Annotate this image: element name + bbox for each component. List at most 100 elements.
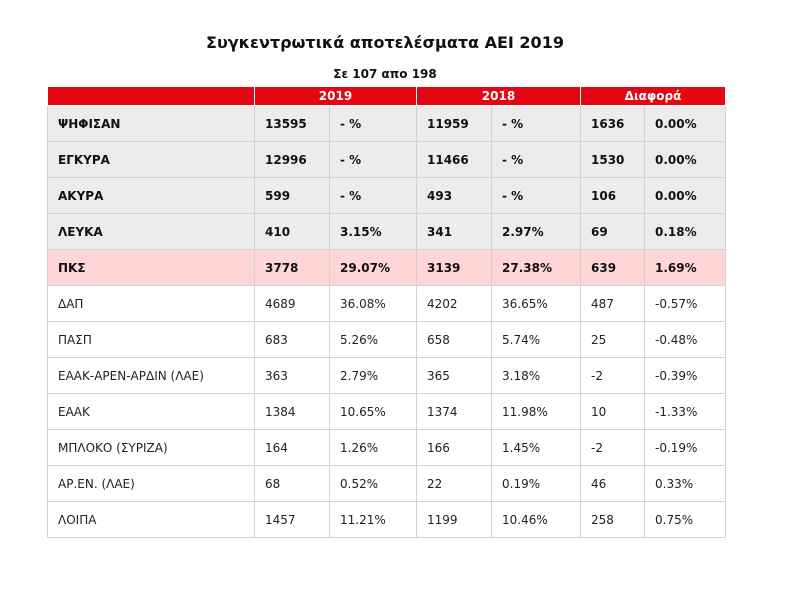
- percent-difference: 0.18%: [643, 213, 727, 250]
- row-label: ΛΟΙΠΑ: [47, 501, 255, 538]
- votes-2019: 164: [254, 429, 330, 466]
- votes-difference: 258: [580, 501, 645, 538]
- table-row-invalid: ΑΚΥΡΑ 599 - % 493 - % 106 0.00%: [47, 177, 727, 214]
- votes-2019: 410: [254, 213, 330, 250]
- table-row-voted: ΨΗΦΙΣΑΝ 13595 - % 11959 - % 1636 0.00%: [47, 105, 727, 142]
- percent-difference: 0.75%: [643, 501, 727, 538]
- votes-2019: 4689: [254, 285, 330, 322]
- results-table: 2019 2018 Διαφορά ΨΗΦΙΣΑΝ 13595 - % 1195…: [47, 86, 727, 538]
- votes-difference: 106: [580, 177, 645, 214]
- votes-difference: 1636: [580, 105, 645, 142]
- votes-2018: 166: [416, 429, 492, 466]
- row-label: ΛΕΥΚΑ: [47, 213, 255, 250]
- percent-2019: 29.07%: [329, 249, 417, 286]
- percent-2018: 36.65%: [491, 285, 581, 322]
- votes-difference: 487: [580, 285, 645, 322]
- percent-difference: 0.33%: [643, 465, 727, 502]
- table-row: ΔΑΠ 4689 36.08% 4202 36.65% 487 -0.57%: [47, 285, 727, 322]
- percent-difference: 0.00%: [643, 177, 727, 214]
- votes-2018: 11959: [416, 105, 492, 142]
- row-label: ΜΠΛΟΚΟ (ΣΥΡΙΖΑ): [47, 429, 255, 466]
- table-row-valid: ΕΓΚΥΡΑ 12996 - % 11466 - % 1530 0.00%: [47, 141, 727, 178]
- percent-2019: 2.79%: [329, 357, 417, 394]
- table-row: ΛΟΙΠΑ 1457 11.21% 1199 10.46% 258 0.75%: [47, 501, 727, 538]
- votes-2018: 22: [416, 465, 492, 502]
- percent-2019: 10.65%: [329, 393, 417, 430]
- row-label: ΕΑΑΚ: [47, 393, 255, 430]
- percent-2019: 36.08%: [329, 285, 417, 322]
- votes-2018: 658: [416, 321, 492, 358]
- votes-2018: 11466: [416, 141, 492, 178]
- votes-2018: 365: [416, 357, 492, 394]
- header-2019: 2019: [254, 86, 417, 106]
- percent-difference: 0.00%: [643, 141, 727, 178]
- page-title: Συγκεντρωτικά αποτελέσματα ΑΕΙ 2019: [206, 33, 564, 52]
- votes-2019: 12996: [254, 141, 330, 178]
- votes-2019: 3778: [254, 249, 330, 286]
- percent-difference: -1.33%: [643, 393, 727, 430]
- votes-difference: 25: [580, 321, 645, 358]
- table-header-row: 2019 2018 Διαφορά: [47, 86, 727, 106]
- votes-difference: 46: [580, 465, 645, 502]
- votes-difference: 639: [580, 249, 645, 286]
- table-row: ΜΠΛΟΚΟ (ΣΥΡΙΖΑ) 164 1.26% 166 1.45% -2 -…: [47, 429, 727, 466]
- votes-2019: 1384: [254, 393, 330, 430]
- percent-2018: 0.19%: [491, 465, 581, 502]
- votes-2018: 341: [416, 213, 492, 250]
- percent-2018: - %: [491, 105, 581, 142]
- votes-2019: 599: [254, 177, 330, 214]
- percent-2019: 3.15%: [329, 213, 417, 250]
- percent-2018: 11.98%: [491, 393, 581, 430]
- votes-2019: 68: [254, 465, 330, 502]
- votes-2019: 363: [254, 357, 330, 394]
- percent-2018: 2.97%: [491, 213, 581, 250]
- row-label: ΨΗΦΙΣΑΝ: [47, 105, 255, 142]
- votes-difference: 1530: [580, 141, 645, 178]
- votes-difference: -2: [580, 357, 645, 394]
- percent-2019: 5.26%: [329, 321, 417, 358]
- table-row-highlighted: ΠΚΣ 3778 29.07% 3139 27.38% 639 1.69%: [47, 249, 727, 286]
- table-row: ΠΑΣΠ 683 5.26% 658 5.74% 25 -0.48%: [47, 321, 727, 358]
- row-label: ΠΚΣ: [47, 249, 255, 286]
- table-row: ΕΑΑΚ-ΑΡΕΝ-ΑΡΔΙΝ (ΛΑΕ) 363 2.79% 365 3.18…: [47, 357, 727, 394]
- table-row-blank: ΛΕΥΚΑ 410 3.15% 341 2.97% 69 0.18%: [47, 213, 727, 250]
- percent-difference: -0.39%: [643, 357, 727, 394]
- percent-2019: 0.52%: [329, 465, 417, 502]
- row-label: ΑΚΥΡΑ: [47, 177, 255, 214]
- votes-difference: 69: [580, 213, 645, 250]
- percent-difference: -0.19%: [643, 429, 727, 466]
- votes-2018: 493: [416, 177, 492, 214]
- percent-difference: -0.57%: [643, 285, 727, 322]
- percent-2018: 3.18%: [491, 357, 581, 394]
- percent-difference: 1.69%: [643, 249, 727, 286]
- percent-2018: 5.74%: [491, 321, 581, 358]
- row-label: ΠΑΣΠ: [47, 321, 255, 358]
- percent-2018: 27.38%: [491, 249, 581, 286]
- percent-2019: 11.21%: [329, 501, 417, 538]
- table-row: ΕΑΑΚ 1384 10.65% 1374 11.98% 10 -1.33%: [47, 393, 727, 430]
- row-label: ΕΓΚΥΡΑ: [47, 141, 255, 178]
- percent-2018: - %: [491, 177, 581, 214]
- percent-2018: 10.46%: [491, 501, 581, 538]
- percent-difference: 0.00%: [643, 105, 727, 142]
- row-label: ΔΑΠ: [47, 285, 255, 322]
- percent-2019: - %: [329, 177, 417, 214]
- row-label: ΑΡ.ΕΝ. (ΛΑΕ): [47, 465, 255, 502]
- header-blank-cell: [47, 86, 255, 106]
- percent-2018: 1.45%: [491, 429, 581, 466]
- votes-2018: 1374: [416, 393, 492, 430]
- votes-2018: 4202: [416, 285, 492, 322]
- votes-2019: 13595: [254, 105, 330, 142]
- votes-difference: 10: [580, 393, 645, 430]
- percent-2019: 1.26%: [329, 429, 417, 466]
- votes-2019: 1457: [254, 501, 330, 538]
- percent-2019: - %: [329, 141, 417, 178]
- count-subtitle: Σε 107 απο 198: [333, 67, 437, 81]
- votes-2018: 3139: [416, 249, 492, 286]
- votes-2019: 683: [254, 321, 330, 358]
- header-difference: Διαφορά: [579, 86, 727, 106]
- percent-2018: - %: [491, 141, 581, 178]
- row-label: ΕΑΑΚ-ΑΡΕΝ-ΑΡΔΙΝ (ΛΑΕ): [47, 357, 255, 394]
- header-2018: 2018: [416, 86, 581, 106]
- votes-2018: 1199: [416, 501, 492, 538]
